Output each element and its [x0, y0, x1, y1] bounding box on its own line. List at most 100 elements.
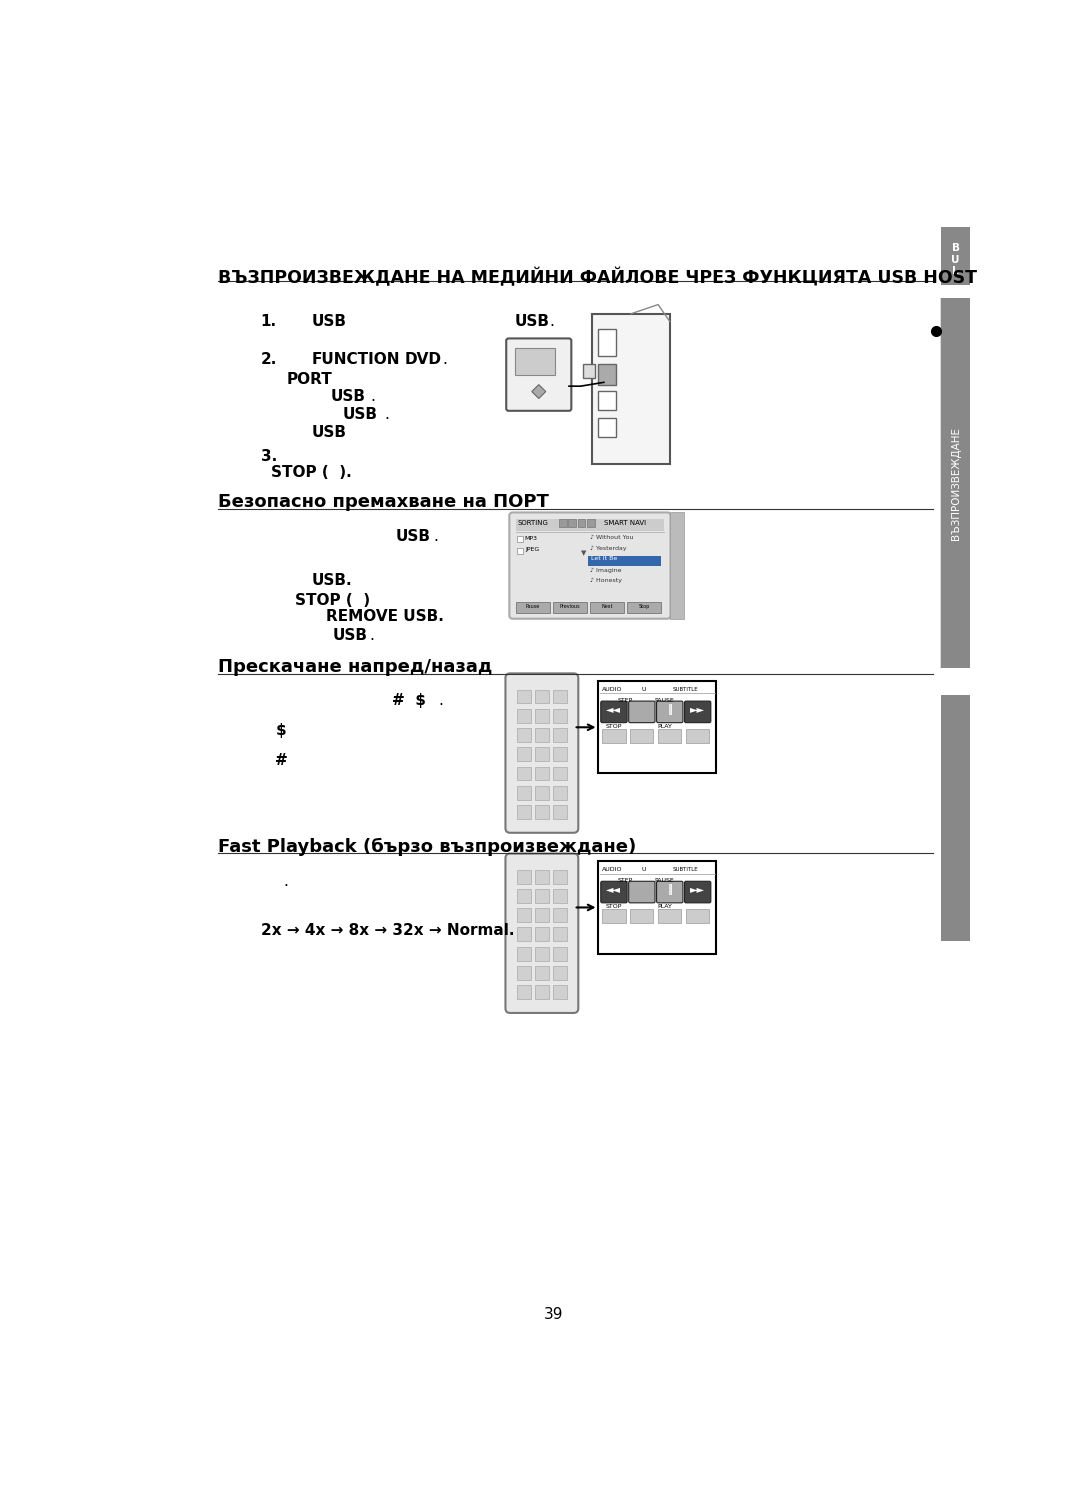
Text: .: . [443, 352, 447, 367]
Bar [553, 965, 567, 980]
Bar [517, 728, 531, 742]
Bar [603, 728, 625, 743]
Text: ♪ Imagine: ♪ Imagine [590, 567, 621, 573]
Text: Stop: Stop [638, 604, 650, 609]
Bar [553, 601, 586, 613]
Text: .: . [438, 692, 444, 707]
Text: U: U [642, 867, 646, 873]
Bar [553, 947, 567, 961]
Text: .: . [369, 628, 375, 643]
FancyBboxPatch shape [657, 882, 683, 903]
Bar [598, 330, 616, 357]
Text: ►►: ►► [690, 885, 705, 894]
Text: .: . [433, 528, 438, 543]
Text: Next: Next [602, 604, 612, 609]
Text: Let It Be: Let It Be [592, 557, 618, 561]
Text: Previous: Previous [559, 604, 580, 609]
Bar [598, 861, 716, 953]
Bar [658, 909, 681, 924]
Text: ►►: ►► [690, 704, 705, 715]
Bar [592, 313, 670, 464]
FancyBboxPatch shape [510, 512, 671, 619]
Bar [535, 709, 549, 722]
Text: 2x → 4x → 8x → 32x → Normal.: 2x → 4x → 8x → 32x → Normal. [261, 924, 515, 938]
Text: ♪ Yesterday: ♪ Yesterday [590, 546, 626, 551]
Text: USB.: USB. [312, 573, 352, 588]
Text: USB: USB [515, 313, 550, 328]
Bar [535, 909, 549, 922]
FancyBboxPatch shape [600, 882, 627, 903]
Text: ВЪЗПРОИЗВЕЖДАНЕ: ВЪЗПРОИЗВЕЖДАНЕ [950, 427, 961, 540]
Bar [535, 889, 549, 903]
Text: USB: USB [312, 425, 347, 440]
Bar [535, 985, 549, 1000]
Text: AUDIO: AUDIO [602, 688, 622, 692]
Bar [517, 767, 531, 780]
Bar [598, 364, 616, 385]
Text: PLAY: PLAY [657, 724, 672, 730]
Bar [578, 519, 585, 527]
Bar [568, 519, 576, 527]
Bar [658, 728, 681, 743]
Text: PORT: PORT [287, 372, 333, 386]
Bar [535, 965, 549, 980]
Bar [515, 519, 664, 531]
Text: USB: USB [312, 313, 347, 328]
Bar [598, 391, 616, 410]
Text: ◄◄: ◄◄ [607, 704, 621, 715]
Text: ♪ Without You: ♪ Without You [590, 534, 634, 540]
Text: .: . [370, 389, 376, 404]
Bar [517, 806, 531, 819]
Bar [515, 601, 550, 613]
FancyBboxPatch shape [600, 701, 627, 722]
Polygon shape [531, 385, 545, 398]
Bar [598, 418, 616, 437]
Bar [670, 512, 684, 619]
FancyBboxPatch shape [505, 673, 578, 833]
Text: PLAY: PLAY [657, 904, 672, 910]
Bar [535, 786, 549, 800]
Text: STOP (  ).: STOP ( ). [271, 466, 352, 480]
Bar [517, 909, 531, 922]
Bar [517, 889, 531, 903]
Bar [583, 364, 595, 377]
Text: USB: USB [330, 389, 365, 404]
Text: ♪ Honesty: ♪ Honesty [590, 577, 622, 583]
Text: MP3: MP3 [525, 536, 538, 540]
Bar [686, 728, 710, 743]
FancyBboxPatch shape [685, 882, 711, 903]
Bar [535, 806, 549, 819]
FancyBboxPatch shape [629, 882, 656, 903]
Bar [553, 928, 567, 941]
Text: .: . [550, 313, 554, 328]
Text: STOP: STOP [606, 904, 622, 910]
Bar [941, 227, 971, 285]
Bar [553, 786, 567, 800]
Text: SUBTITLE: SUBTITLE [673, 688, 699, 692]
Text: ◄◄: ◄◄ [607, 885, 621, 894]
Text: STEP: STEP [618, 698, 633, 703]
Text: U: U [642, 688, 646, 692]
Bar [517, 928, 531, 941]
FancyBboxPatch shape [657, 701, 683, 722]
Text: .: . [283, 874, 288, 889]
FancyBboxPatch shape [505, 853, 578, 1013]
Bar [517, 985, 531, 1000]
Bar [627, 601, 661, 613]
Bar [941, 298, 971, 668]
Bar [535, 767, 549, 780]
Text: ▼: ▼ [581, 551, 586, 557]
Bar [517, 548, 524, 554]
Text: 1.: 1. [260, 313, 276, 328]
Bar [553, 689, 567, 703]
Text: #  $: # $ [392, 692, 427, 707]
Text: SMART NAVI: SMART NAVI [604, 521, 646, 527]
Text: #: # [275, 752, 288, 768]
FancyBboxPatch shape [685, 701, 711, 722]
Bar [590, 601, 624, 613]
Bar [603, 909, 625, 924]
Text: 39: 39 [543, 1307, 564, 1322]
Text: JPEG: JPEG [525, 548, 539, 552]
Bar [586, 519, 595, 527]
Bar [517, 536, 524, 543]
